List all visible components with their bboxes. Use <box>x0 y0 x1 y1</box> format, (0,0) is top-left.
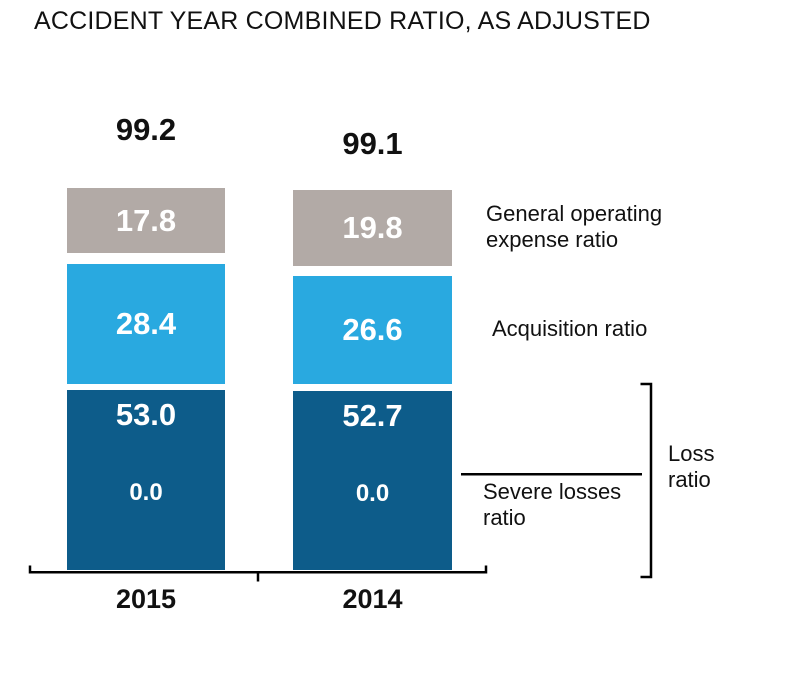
bar-2014-segment-loss: 52.7 0.0 <box>293 391 452 570</box>
total-label-2014: 99.1 <box>342 126 403 161</box>
chart-title: ACCIDENT YEAR COMBINED RATIO, AS ADJUSTE… <box>34 7 651 35</box>
bar-2014-segment-general-operating: 19.8 <box>293 190 452 266</box>
segment-value-2014-loss: 52.7 <box>342 398 403 433</box>
annotation-severe-losses-ratio: Severe losses ratio <box>483 479 622 530</box>
segment-value-2014-severe-losses: 0.0 <box>355 480 390 507</box>
segment-value-2014-acquisition: 26.6 <box>342 312 403 347</box>
segment-value-2015-loss: 53.0 <box>115 397 177 432</box>
annotation-general-operating-expense-ratio: General operating expense ratio <box>486 201 663 252</box>
x-axis-label-2015: 2015 <box>115 584 177 614</box>
annotation-loss-ratio: Loss ratio <box>668 441 715 492</box>
bar-2015-segment-general-operating: 17.8 <box>67 188 225 253</box>
bar-2015-segment-loss: 53.0 0.0 <box>67 390 225 570</box>
bar-2014-segment-acquisition: 26.6 <box>293 276 452 384</box>
segment-value-2014-general-operating: 19.8 <box>342 210 403 245</box>
bar-2015-segment-acquisition: 28.4 <box>67 264 225 384</box>
annotation-acquisition-ratio: Acquisition ratio <box>492 316 648 341</box>
total-label-2015: 99.2 <box>115 112 177 147</box>
segment-value-2015-severe-losses: 0.0 <box>129 479 163 506</box>
segment-value-2015-general-operating: 17.8 <box>115 202 177 238</box>
segment-value-2015-acquisition: 28.4 <box>115 306 177 341</box>
x-axis-label-2014: 2014 <box>342 584 403 614</box>
